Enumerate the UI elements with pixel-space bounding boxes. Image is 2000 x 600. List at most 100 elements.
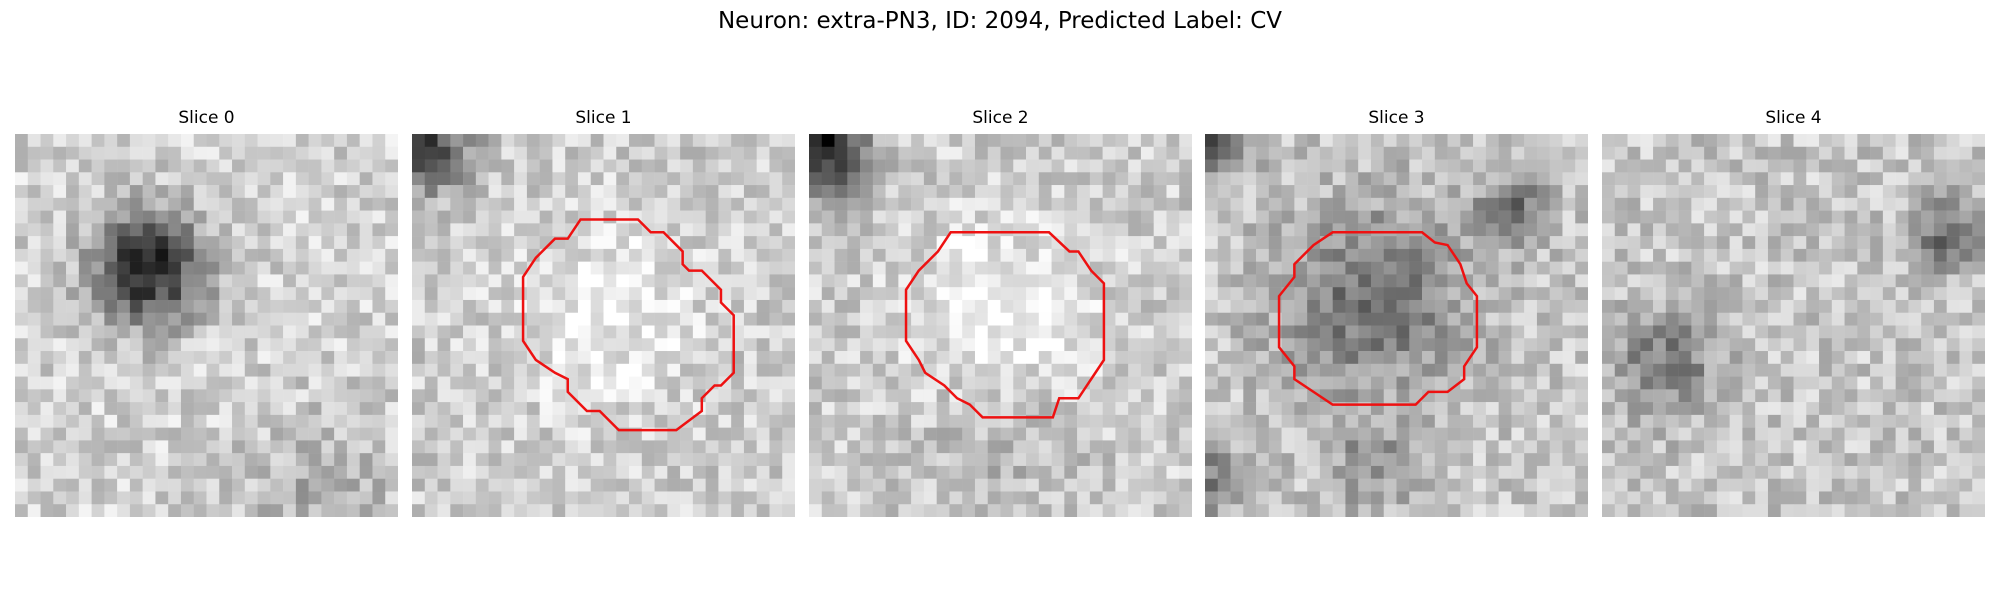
pixel [1933,338,1947,352]
pixel [1128,465,1142,479]
pixel [412,389,426,403]
pixel [1895,338,1909,352]
pixel [1640,504,1654,517]
pixel [463,376,477,390]
pixel [27,248,41,262]
pixel [1562,491,1576,505]
pixel [104,248,118,262]
pixel [1051,261,1065,275]
pixel [334,159,348,173]
pixel [1128,248,1142,262]
pixel [565,440,579,454]
pixel [1575,299,1588,313]
pixel [1562,363,1576,377]
pixel [321,325,335,339]
pixel [692,299,706,313]
pixel [782,414,795,428]
pixel [1614,491,1628,505]
pixel [488,440,502,454]
pixel [911,210,925,224]
pixel [1460,453,1474,467]
pixel [1294,159,1308,173]
pixel [1000,146,1014,160]
pixel [1959,210,1973,224]
pixel [1256,223,1270,237]
pixel [1575,236,1588,250]
pixel [1755,197,1769,211]
pixel [270,261,284,275]
pixel [1895,312,1909,326]
pixel [1933,478,1947,492]
pixel [885,389,899,403]
pixel [1882,491,1896,505]
pixel [501,134,515,148]
pixel [911,453,925,467]
pixel [923,414,937,428]
pixel [1485,338,1499,352]
pixel [1665,236,1679,250]
pixel [1972,465,1985,479]
pixel [168,427,182,441]
pixel [1256,491,1270,505]
pixel [1217,134,1231,148]
pixel [1370,465,1384,479]
pixel [629,134,643,148]
pixel [1511,248,1525,262]
pixel [949,223,963,237]
pixel [1447,338,1461,352]
pixel [1895,414,1909,428]
pixel [1640,351,1654,365]
pixel [1128,427,1142,441]
pixel [1793,389,1807,403]
pixel [667,453,681,467]
pixel [180,376,194,390]
pixel [155,146,169,160]
pixel [155,504,169,517]
pixel [488,376,502,390]
pixel [1602,325,1616,339]
pixel [501,325,515,339]
pixel [949,363,963,377]
pixel [590,172,604,186]
pixel [206,223,220,237]
pixel [308,491,322,505]
pixel [821,312,835,326]
pixel [1319,274,1333,288]
pixel [334,338,348,352]
pixel [1908,478,1922,492]
pixel [847,465,861,479]
pixel [1038,236,1052,250]
pixel [129,287,143,301]
pixel [756,248,770,262]
pixel [1972,440,1985,454]
pixel [424,478,438,492]
pixel [577,465,591,479]
pixel [1038,299,1052,313]
pixel [872,287,886,301]
pixel [898,427,912,441]
pixel [475,478,489,492]
pixel [782,440,795,454]
pixel [295,491,309,505]
pixel [962,325,976,339]
pixel [565,172,579,186]
pixel [962,414,976,428]
pixel [743,185,757,199]
pixel [142,248,156,262]
pixel [27,172,41,186]
pixel [911,248,925,262]
pixel [1678,274,1692,288]
pixel [1767,172,1781,186]
pixel [219,478,233,492]
pixel [1793,465,1807,479]
pixel [168,223,182,237]
pixel [1524,312,1538,326]
pixel [1140,427,1154,441]
pixel [78,185,92,199]
pixel [359,172,373,186]
pixel [1115,389,1129,403]
pixel [1498,402,1512,416]
pixel [756,414,770,428]
pixel [1102,376,1116,390]
pixel [168,504,182,517]
